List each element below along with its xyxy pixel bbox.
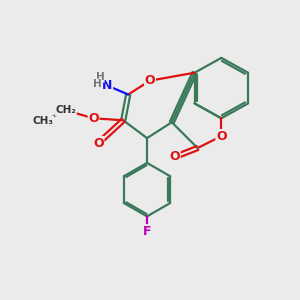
Text: O: O [88, 112, 99, 125]
Text: O: O [169, 150, 180, 164]
Text: H: H [93, 79, 101, 89]
Text: F: F [143, 225, 151, 238]
Text: O: O [216, 130, 226, 142]
Text: CH₃: CH₃ [32, 116, 53, 126]
Text: N: N [102, 79, 112, 92]
Text: H: H [96, 72, 104, 82]
Text: O: O [145, 74, 155, 87]
Text: CH₂: CH₂ [55, 105, 76, 116]
Text: O: O [93, 136, 104, 150]
